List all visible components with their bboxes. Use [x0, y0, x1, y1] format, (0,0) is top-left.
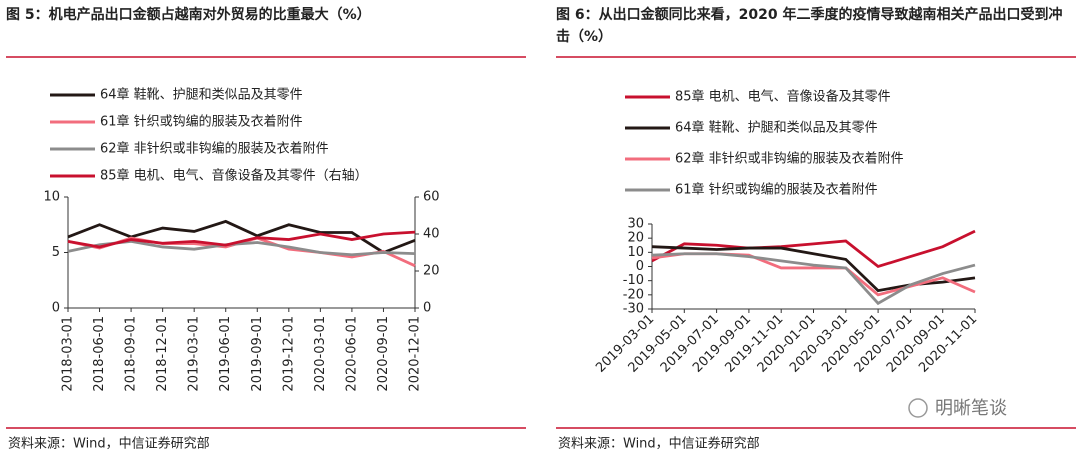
y-tick-label: 10 — [43, 190, 60, 205]
y-tick-label: 5 — [52, 245, 60, 260]
series-line — [651, 252, 976, 297]
y-tick-label: -30 — [623, 302, 644, 317]
logo-icon — [908, 398, 928, 418]
x-tick-label: 2019-06-01 — [218, 316, 233, 392]
x-tick-label: 2019-12-01 — [281, 316, 296, 392]
x-tick-label: 2020-12-01 — [408, 316, 423, 392]
y-tick-label: 20 — [627, 231, 644, 246]
x-tick-label: 2020-09-01 — [376, 316, 391, 392]
chart-title: 图 6：从出口金额同比来看，2020 年二季度的疫情导致越南相关产品出口受到冲击… — [556, 7, 1063, 45]
legend-label: 85章 电机、电气、音像设备及其零件（右轴） — [100, 168, 368, 184]
y2-tick-label: 60 — [423, 190, 440, 205]
source: 资料来源：Wind，中信证券研究部 — [558, 436, 760, 452]
y-tick-label: 0 — [52, 301, 60, 316]
y-tick-label: -10 — [623, 273, 644, 288]
y2-tick-label: 0 — [423, 301, 431, 316]
chart-title: 图 5：机电产品出口金额占越南对外贸易的比重最大（%） — [6, 7, 371, 23]
watermark: 明晰笔谈 — [935, 398, 1007, 419]
y2-tick-label: 20 — [423, 264, 440, 279]
y-tick-label: -20 — [623, 287, 644, 302]
x-tick-label: 2020-03-01 — [313, 316, 328, 392]
legend-label: 61章 针织或钩编的服装及衣着附件 — [100, 114, 303, 130]
legend-label: 64章 鞋靴、护腿和类似品及其零件 — [675, 120, 878, 136]
series-line — [67, 230, 416, 249]
series-line — [651, 229, 976, 269]
x-tick-label: 2018-06-01 — [92, 316, 107, 392]
y-tick-label: 30 — [627, 217, 644, 232]
legend-label: 61章 针织或钩编的服装及衣着附件 — [675, 182, 878, 198]
series-line — [651, 252, 976, 306]
x-tick-label: 2019-09-01 — [250, 316, 265, 392]
y2-tick-label: 40 — [423, 227, 440, 242]
y-tick-label: 0 — [636, 259, 644, 274]
legend-label: 64章 鞋靴、护腿和类似品及其零件 — [100, 87, 303, 103]
legend-label: 62章 非针织或非钩编的服装及衣着附件 — [675, 151, 904, 167]
legend-label: 62章 非针织或非钩编的服装及衣着附件 — [100, 141, 329, 157]
series-line — [67, 219, 416, 255]
y-tick-label: 10 — [627, 245, 644, 260]
x-tick-label: 2020-06-01 — [344, 316, 359, 392]
x-tick-label: 2018-12-01 — [155, 316, 170, 392]
source: 资料来源：Wind，中信证券研究部 — [8, 436, 210, 452]
x-tick-label: 2018-09-01 — [124, 316, 139, 392]
x-tick-label: 2018-03-01 — [61, 316, 76, 392]
legend-label: 85章 电机、电气、音像设备及其零件 — [675, 89, 891, 105]
x-tick-label: 2019-03-01 — [187, 316, 202, 392]
